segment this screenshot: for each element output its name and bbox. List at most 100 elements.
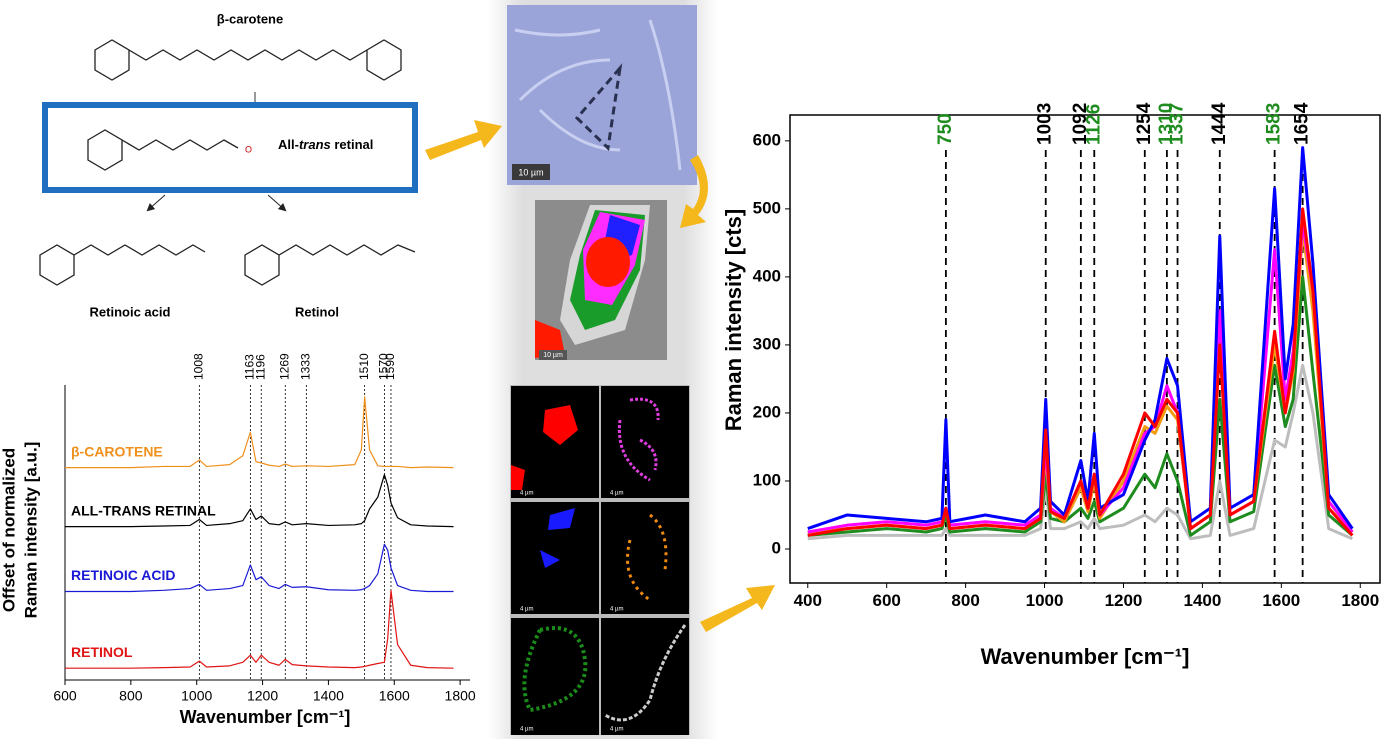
reference-label: 1310 <box>1156 103 1177 145</box>
chain <box>121 139 239 151</box>
x-tick-label: 1000 <box>1026 591 1064 610</box>
y-axis-label: Raman intensity [a.u.] <box>21 442 40 619</box>
series-line <box>65 396 454 469</box>
chain <box>278 244 416 256</box>
series-label: ALL-TRANS RETINAL <box>71 502 216 518</box>
selection <box>574 63 623 152</box>
arrows <box>425 120 775 632</box>
arrow <box>680 155 708 228</box>
reference-label: 750 <box>935 113 956 145</box>
y-axis-label: Offset of normalized <box>0 448 18 612</box>
panel <box>511 386 599 498</box>
series-line <box>807 146 1354 530</box>
x-tick-label: 1600 <box>1262 591 1300 610</box>
scale-label: 4 µm <box>610 491 623 497</box>
x-tick-label: 1200 <box>1105 591 1143 610</box>
panel <box>601 618 689 735</box>
scale-label: 4 µm <box>520 491 533 497</box>
y-axis-label: Raman intensity [cts] <box>721 209 746 432</box>
y-tick-label: 100 <box>753 470 781 489</box>
reference-label: 1092 <box>1070 103 1091 145</box>
series-line <box>65 543 454 593</box>
y-tick-label: 400 <box>753 266 781 285</box>
x-tick-label: 1400 <box>1183 591 1221 610</box>
structure-label: Retinol <box>295 304 339 319</box>
reference-label: 1510 <box>357 353 371 380</box>
series-label: β-CAROTENE <box>71 443 163 459</box>
series-label: RETINOL <box>71 644 133 660</box>
y-tick-label: 500 <box>753 198 781 217</box>
scale-box <box>512 164 550 180</box>
series-line <box>65 589 454 669</box>
y-tick-label: 600 <box>753 130 781 149</box>
reference-label: 1003 <box>1035 103 1056 145</box>
reference-label: 1583 <box>1264 103 1285 145</box>
x-tick-label: 800 <box>951 591 979 610</box>
x-tick-label: 1200 <box>247 688 278 704</box>
panel-signal <box>511 405 578 490</box>
ring <box>244 244 280 286</box>
reference-label: 1254 <box>1134 102 1155 145</box>
reference-label: 1163 <box>243 354 257 380</box>
reference-label: 1590 <box>383 353 397 380</box>
scale-label: 10 µm <box>518 167 543 177</box>
x-tick-label: 1400 <box>313 688 344 704</box>
arrow <box>267 194 287 212</box>
structure-label: All-trans retinal <box>278 137 373 152</box>
y-tick-label: 0 <box>772 538 781 557</box>
x-axis-label: Wavenumber [cm⁻¹] <box>180 707 351 727</box>
structure-label: β-carotene <box>217 11 283 26</box>
scale-label: 10 µm <box>543 352 563 359</box>
series-line <box>807 363 1353 541</box>
series-line <box>65 474 454 528</box>
reference-label: 1126 <box>1083 104 1104 145</box>
chain <box>128 49 368 61</box>
x-tick-label: 1800 <box>445 688 476 704</box>
arrow <box>700 585 775 632</box>
panel-signal <box>626 513 668 602</box>
scale-label: 4 µm <box>610 727 623 733</box>
arrow <box>425 120 502 160</box>
panel-signal <box>522 626 588 713</box>
y-tick-label: 300 <box>753 334 781 353</box>
ring <box>39 244 75 286</box>
ring <box>94 39 130 81</box>
reference-label: 1570 <box>377 353 391 380</box>
images: 10 µm 10 µm 4 µm 4 µm 4 µm 4 µm <box>488 0 718 739</box>
reference-label: 1654 <box>1292 102 1313 145</box>
x-tick-label: 600 <box>53 688 77 704</box>
series-label: RETINOIC ACID <box>71 567 175 583</box>
panel-signal <box>540 508 575 568</box>
atom: O <box>245 144 252 154</box>
series-line <box>807 207 1354 537</box>
x-tick-label: 1600 <box>379 688 410 704</box>
reference-label: 1008 <box>192 353 206 380</box>
plot-frame <box>789 114 1381 584</box>
x-axis-label: Wavenumber [cm⁻¹] <box>981 644 1190 669</box>
structure-label: Retinoic acid <box>90 304 171 319</box>
panel-signal <box>617 397 660 482</box>
scale-label: 4 µm <box>520 607 533 613</box>
reference-label: 1196 <box>253 354 267 380</box>
x-tick-label: 1000 <box>181 688 212 704</box>
x-tick-label: 600 <box>873 591 901 610</box>
chain <box>73 244 206 256</box>
x-tick-label: 400 <box>794 591 822 610</box>
map-region <box>535 320 565 358</box>
scale-box <box>539 350 567 360</box>
highlight-box <box>42 102 418 193</box>
structures: β-carotene O All-trans retinal Retinoic … <box>39 11 418 319</box>
ring <box>87 129 123 171</box>
map-region <box>586 237 630 287</box>
panel <box>601 502 689 614</box>
reference-label: 1444 <box>1209 102 1230 145</box>
scale-label: 4 µm <box>610 607 623 613</box>
reference-label: 1337 <box>1167 103 1188 145</box>
x-tick-label: 800 <box>119 688 143 704</box>
reference-label: 1269 <box>277 353 291 380</box>
arrow <box>146 194 166 212</box>
scale-label: 4 µm <box>520 727 533 733</box>
cell-outline <box>514 19 682 171</box>
ring <box>366 39 402 81</box>
